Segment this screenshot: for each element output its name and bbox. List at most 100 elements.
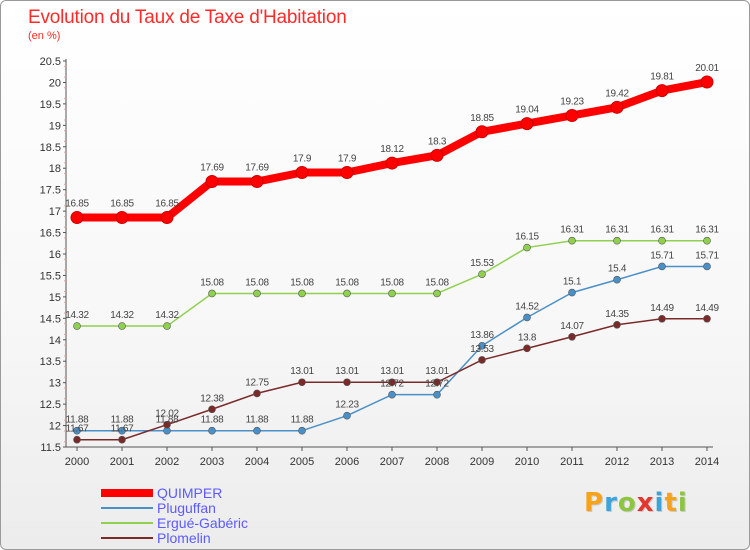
data-point-quimper [250, 175, 264, 189]
y-tick-label: 15.5 [40, 270, 61, 282]
data-label-pluguffan: 11.88 [111, 415, 135, 426]
data-label-ergu-gab-ric: 15.08 [200, 277, 224, 288]
y-tick-label: 14.5 [40, 313, 61, 325]
x-axis: 2000 2001 2002 2003 2004 2005 2006 2007 2008 2009… [65, 446, 719, 468]
data-point-plomelin [163, 420, 171, 429]
data-label-quimper: 17.9 [338, 154, 357, 165]
y-tick-label: 17 [49, 206, 61, 218]
y-tick-label: 19.5 [40, 99, 61, 111]
data-point-quimper [655, 84, 669, 98]
data-point-pluguffan [523, 313, 531, 322]
logo-letter: t [664, 488, 678, 518]
x-tick-label: 2004 [245, 456, 269, 468]
data-label-pluguffan: 13.86 [470, 330, 494, 341]
data-label-pluguffan: 14.52 [515, 301, 539, 312]
data-label-quimper: 17.69 [245, 163, 269, 174]
data-label-pluguffan: 11.88 [156, 415, 180, 426]
data-point-quimper [475, 125, 489, 139]
legend-label: Plomelin [157, 530, 211, 546]
data-point-plomelin [478, 356, 486, 364]
data-point-quimper [160, 211, 174, 225]
proxiti-logo: Proxiti [584, 488, 688, 518]
data-point-plomelin [658, 314, 666, 323]
data-label-ergu-gab-ric: 15.08 [380, 277, 404, 288]
data-point-quimper [430, 148, 444, 162]
data-label-plomelin: 13.01 [380, 366, 404, 377]
data-label-quimper: 16.85 [155, 199, 179, 210]
y-tick-label: 13.5 [40, 356, 61, 368]
data-point-plomelin [298, 378, 306, 387]
data-point-ergu-gab-ric [478, 270, 486, 278]
data-point-quimper [340, 166, 354, 180]
legend-swatch [101, 507, 153, 509]
data-label-ergu-gab-ric: 16.31 [650, 225, 674, 236]
data-label-pluguffan: 12.72 [380, 379, 404, 390]
data-point-pluguffan [658, 262, 666, 271]
data-label-ergu-gab-ric: 16.31 [605, 225, 629, 236]
data-label-plomelin: 13.01 [335, 366, 359, 377]
legend-label: Pluguffan [157, 500, 216, 516]
data-label-ergu-gab-ric: 15.08 [425, 277, 449, 288]
logo-letter: x [636, 488, 655, 518]
logo-letter: r [604, 488, 618, 518]
data-label-plomelin: 11.67 [111, 424, 135, 435]
x-tick-label: 2014 [695, 456, 719, 468]
data-point-plomelin [703, 314, 711, 323]
y-tick-label: 11.5 [40, 442, 61, 454]
data-label-quimper: 19.23 [560, 96, 584, 107]
data-label-quimper: 17.69 [200, 163, 224, 174]
data-point-pluguffan [433, 390, 441, 399]
x-tick-label: 2006 [335, 456, 359, 468]
data-label-pluguffan: 11.88 [201, 415, 225, 426]
data-point-pluguffan [568, 288, 576, 297]
y-tick-label: 15 [49, 292, 61, 304]
data-label-plomelin: 11.67 [66, 424, 90, 435]
data-point-quimper [520, 117, 534, 131]
y-tick-label: 16 [49, 249, 61, 261]
data-point-pluguffan [118, 426, 126, 435]
data-point-quimper [385, 156, 399, 170]
x-tick-label: 2007 [380, 456, 404, 468]
data-label-plomelin: 14.49 [650, 303, 674, 314]
data-point-ergu-gab-ric [523, 243, 531, 252]
data-label-pluguffan: 15.4 [608, 264, 627, 275]
data-label-plomelin: 13.53 [470, 344, 494, 355]
data-point-plomelin [343, 378, 351, 387]
data-label-quimper: 18.3 [428, 136, 447, 147]
x-tick-label: 2008 [425, 456, 449, 468]
x-tick-label: 2013 [650, 456, 674, 468]
data-label-ergu-gab-ric: 15.08 [290, 277, 314, 288]
legend-label: QUIMPER [157, 485, 223, 501]
data-point-ergu-gab-ric [703, 236, 711, 245]
data-label-plomelin: 12.75 [245, 377, 269, 388]
data-label-plomelin: 14.49 [695, 303, 719, 314]
y-tick-label: 20.5 [40, 56, 61, 68]
data-point-pluguffan [388, 390, 396, 399]
data-label-pluguffan: 12.72 [425, 379, 449, 390]
data-point-ergu-gab-ric [73, 322, 81, 330]
data-label-pluguffan: 12.23 [335, 400, 359, 411]
data-label-quimper: 19.81 [650, 72, 674, 83]
data-label-ergu-gab-ric: 16.31 [695, 225, 719, 236]
data-label-plomelin: 13.01 [425, 366, 449, 377]
data-label-quimper: 19.42 [605, 88, 629, 99]
legend-swatch [101, 537, 153, 539]
y-tick-label: 13 [49, 378, 61, 390]
x-tick-label: 2010 [515, 456, 539, 468]
data-point-quimper [70, 211, 84, 225]
data-label-pluguffan: 15.71 [695, 250, 719, 261]
data-label-plomelin: 13.8 [518, 332, 537, 343]
data-point-pluguffan [478, 341, 486, 350]
data-point-pluguffan [703, 262, 711, 271]
data-point-ergu-gab-ric [118, 322, 126, 330]
data-point-plomelin [208, 405, 216, 414]
data-label-ergu-gab-ric: 15.08 [245, 277, 269, 288]
data-label-quimper: 16.85 [65, 199, 89, 210]
data-point-plomelin [433, 378, 441, 387]
data-label-plomelin: 13.01 [290, 366, 314, 377]
data-point-ergu-gab-ric [163, 322, 171, 330]
data-point-pluguffan [208, 426, 216, 435]
legend-swatch [101, 522, 153, 524]
data-label-quimper: 16.85 [110, 199, 134, 210]
